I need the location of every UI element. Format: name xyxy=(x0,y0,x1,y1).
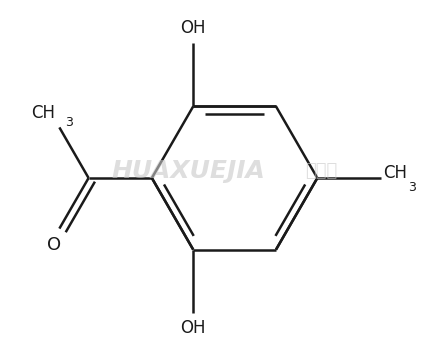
Text: OH: OH xyxy=(180,19,206,37)
Text: O: O xyxy=(48,236,62,255)
Text: CH: CH xyxy=(32,104,55,122)
Text: HUAXUEJIA: HUAXUEJIA xyxy=(112,159,266,183)
Text: OH: OH xyxy=(180,319,206,337)
Text: CH: CH xyxy=(384,164,407,182)
Text: 化学加: 化学加 xyxy=(305,162,337,180)
Text: 3: 3 xyxy=(65,116,73,129)
Text: 3: 3 xyxy=(408,181,416,194)
